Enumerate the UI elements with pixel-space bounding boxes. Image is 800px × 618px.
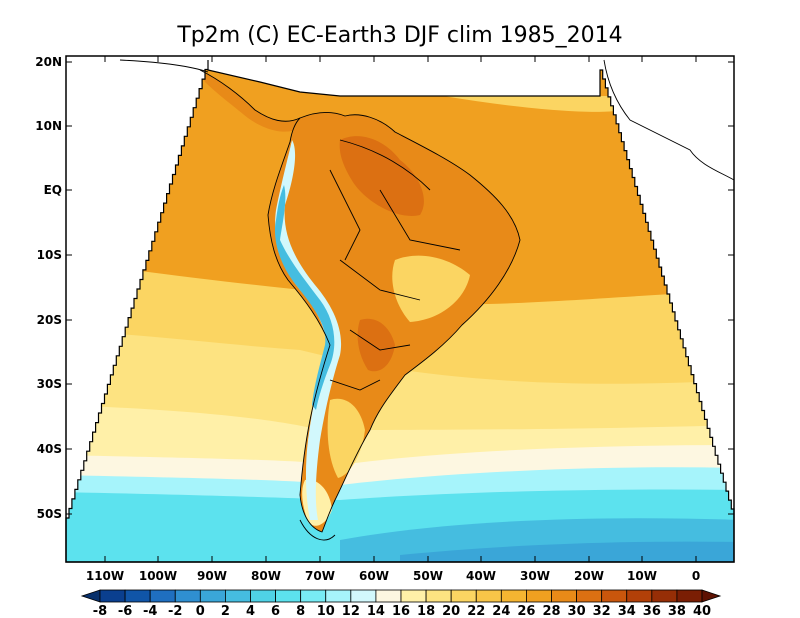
colorbar-label: -8: [93, 604, 107, 618]
map-title: Tp2m (C) EC-Earth3 DJF clim 1985_2014: [176, 23, 622, 48]
colorbar-segment: [601, 589, 628, 603]
colorbar-label: 2: [221, 604, 230, 618]
colorbar-segment: [651, 589, 678, 603]
colorbar-segment: [475, 589, 502, 603]
cold-band-4: [400, 541, 734, 562]
colorbar-segment: [626, 589, 653, 603]
latitude-tick-label: 20S: [37, 313, 62, 327]
colorbar-segment: [250, 589, 276, 603]
south-america-coastline: [267, 111, 521, 533]
latitude-tick-label: 30S: [37, 377, 62, 391]
longitude-tick-label: 30W: [520, 569, 550, 583]
colorbar-max-triangle: [701, 589, 722, 603]
latitude-tick-label: 50S: [37, 507, 62, 521]
longitude-axis: 110W 100W 90W 80W 70W 60W 50W 40W 30W 20W 10W 0: [86, 56, 700, 583]
country-border-2: [379, 189, 461, 251]
amazon-river-border: [339, 139, 431, 191]
latitude-tick-label: 40S: [37, 442, 62, 456]
colorbar-label: 20: [442, 604, 460, 618]
colorbar-segment: [325, 589, 352, 603]
north-america-coastline: [119, 59, 209, 73]
colorbar-segment: [425, 589, 452, 603]
longitude-tick-label: 10W: [627, 569, 657, 583]
colorbar-segment: [174, 589, 201, 603]
colorbar-label: 36: [643, 604, 661, 618]
longitude-tick-label: 0: [692, 569, 700, 583]
colorbar-label: 8: [296, 604, 305, 618]
latitude-tick-label: 10S: [37, 248, 62, 262]
longitude-tick-label: 50W: [413, 569, 443, 583]
longitude-tick-label: 100W: [139, 569, 177, 583]
colorbar-label: 12: [342, 604, 360, 618]
colorbar-segment: [300, 589, 327, 603]
longitude-tick-label: 110W: [86, 569, 124, 583]
colorbar-label: 32: [593, 604, 611, 618]
africa-coastline: [603, 59, 735, 181]
longitude-tick-label: 20W: [574, 569, 604, 583]
north-atlantic-band: [420, 92, 620, 112]
temperature-field: [66, 60, 734, 562]
coastlines: [119, 59, 735, 541]
colorbar-label: 34: [618, 604, 636, 618]
colorbar-label: 0: [196, 604, 205, 618]
longitude-tick-label: 80W: [251, 569, 281, 583]
latitude-tick-label: 10N: [35, 119, 62, 133]
colorbar-label: 10: [317, 604, 335, 618]
colorbar: -8 -6 -4 -2 0 2 4 6 8 10 12 14 16 18 20 22 24 26 28 30 32 34 3…: [80, 589, 722, 618]
colorbar-segment: [350, 589, 377, 603]
country-border-4: [349, 329, 411, 351]
colorbar-label: 26: [517, 604, 535, 618]
colorbar-segment: [375, 589, 402, 603]
colorbar-segment: [225, 589, 251, 603]
plot-frame: [65, 55, 735, 563]
colorbar-segment: [576, 589, 603, 603]
colorbar-label: 22: [467, 604, 485, 618]
colorbar-label: -2: [168, 604, 182, 618]
colorbar-segment: [400, 589, 427, 603]
latitude-tick-label: 20N: [35, 55, 62, 69]
longitude-tick-label: 60W: [359, 569, 389, 583]
longitude-tick-label: 70W: [305, 569, 335, 583]
patagonia-mild-area: [327, 398, 365, 478]
andes-cold-strip: [274, 185, 335, 410]
brazil-highland-area: [392, 255, 470, 322]
colorbar-label: 14: [367, 604, 385, 618]
colorbar-label: 40: [693, 604, 711, 618]
latitude-axis: 20N 10N EQ 10S 20S 30S 40S 50S: [35, 55, 734, 521]
colorbar-segment: [676, 589, 703, 603]
country-border-1: [329, 169, 361, 261]
colorbar-label: 24: [492, 604, 510, 618]
colorbar-label: -4: [143, 604, 157, 618]
colorbar-segment: [500, 589, 527, 603]
tierra-del-fuego-coastline: [299, 519, 336, 541]
colorbar-segment: [124, 589, 151, 603]
colorbar-segment: [149, 589, 176, 603]
domain-boundary: [65, 60, 735, 563]
colorbar-segment: [450, 589, 477, 603]
chaco-warm-area: [357, 318, 395, 372]
colorbar-label: 4: [246, 604, 255, 618]
amazon-warm-area: [339, 136, 424, 216]
colorbar-label: 28: [542, 604, 560, 618]
colorbar-label: -6: [118, 604, 132, 618]
colorbar-label: 30: [568, 604, 586, 618]
central-america-coastline: [199, 69, 301, 122]
colorbar-label: 16: [392, 604, 410, 618]
colorbar-segment: [526, 589, 552, 603]
colorbar-label: 6: [271, 604, 280, 618]
latitude-tick-label: EQ: [44, 183, 62, 197]
central-america-landmass: [200, 70, 300, 132]
colorbar-segment: [199, 589, 226, 603]
colorbar-min-triangle: [80, 589, 101, 603]
country-border-5: [329, 379, 381, 391]
country-border-3: [339, 259, 421, 301]
longitude-tick-label: 90W: [197, 569, 227, 583]
colorbar-label: 18: [417, 604, 435, 618]
colorbar-segment: [99, 589, 126, 603]
colorbar-segment: [275, 589, 302, 603]
longitude-tick-label: 40W: [466, 569, 496, 583]
colorbar-label: 38: [668, 604, 686, 618]
colorbar-segment: [551, 589, 577, 603]
